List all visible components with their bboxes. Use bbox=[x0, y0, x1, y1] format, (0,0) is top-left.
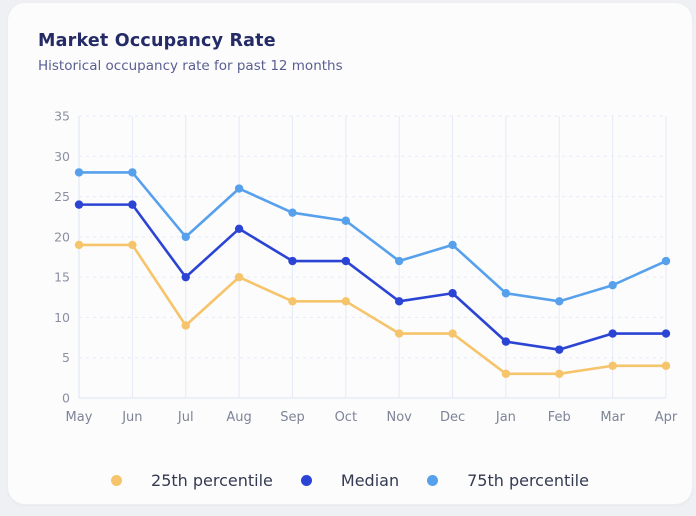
data-point-median-jun bbox=[128, 200, 137, 209]
data-point-median-dec bbox=[448, 289, 457, 298]
legend-dot-75th-percentile bbox=[427, 474, 439, 486]
y-axis-tick-label: 20 bbox=[54, 229, 70, 244]
legend-item-median[interactable]: Median bbox=[300, 470, 400, 490]
data-point-75th-percentile-aug bbox=[234, 184, 244, 193]
data-point-75th-percentile-jan bbox=[501, 289, 511, 298]
data-point-75th-percentile-sep bbox=[288, 208, 297, 217]
data-point-25th-percentile-jun bbox=[128, 240, 137, 250]
data-point-25th-percentile-jul bbox=[181, 321, 190, 330]
chart-title: Market Occupancy Rate bbox=[38, 31, 276, 51]
y-axis-tick-label: 35 bbox=[54, 109, 70, 124]
data-point-25th-percentile-dec bbox=[448, 329, 457, 338]
data-point-25th-percentile-aug bbox=[234, 272, 244, 282]
series-line-25th-percentile bbox=[77, 243, 668, 376]
x-axis-tick-label: Jul bbox=[177, 410, 194, 425]
data-point-median-aug bbox=[234, 224, 244, 233]
y-axis-tick-label: 10 bbox=[54, 310, 70, 325]
x-axis-tick-label: Aug bbox=[226, 410, 251, 425]
data-point-median-nov bbox=[394, 297, 404, 306]
series-line-median bbox=[77, 203, 668, 351]
data-point-25th-percentile-sep bbox=[288, 297, 297, 306]
legend-dot-25th-percentile bbox=[111, 474, 123, 486]
data-point-25th-percentile-mar bbox=[608, 361, 617, 370]
x-axis-tick-label: Apr bbox=[655, 410, 678, 425]
data-point-median-jan bbox=[501, 337, 511, 346]
data-point-75th-percentile-oct bbox=[341, 216, 351, 225]
data-point-75th-percentile-apr bbox=[661, 256, 671, 266]
data-point-75th-percentile-jun bbox=[128, 168, 137, 177]
data-point-median-oct bbox=[341, 256, 351, 266]
data-point-25th-percentile-apr bbox=[661, 361, 671, 370]
legend-dot-median bbox=[300, 474, 312, 486]
x-axis-tick-label: Dec bbox=[440, 410, 465, 425]
data-point-75th-percentile-jul bbox=[181, 232, 190, 242]
data-point-median-feb bbox=[555, 345, 564, 354]
x-axis-tick-label: Sep bbox=[280, 410, 305, 425]
data-point-75th-percentile-mar bbox=[608, 281, 617, 290]
x-axis-tick-label: Oct bbox=[335, 410, 357, 425]
card-header: Market Occupancy Rate Historical occupan… bbox=[38, 31, 343, 74]
market-occupancy-card: Market Occupancy Rate Historical occupan… bbox=[7, 2, 693, 505]
x-axis-tick-label: Jan bbox=[495, 410, 516, 425]
legend-item-75th-percentile[interactable]: 75th percentile bbox=[427, 471, 589, 490]
y-axis-tick-label: 5 bbox=[62, 350, 70, 365]
legend-label: Median bbox=[340, 470, 400, 490]
y-axis-tick-label: 0 bbox=[62, 391, 70, 406]
occupancy-line-chart: 0 5 10 15 20 25 30 35 May Jun Jul Aug Sep Oct Nov Dec Ja… bbox=[54, 109, 678, 426]
x-axis-tick-label: Nov bbox=[386, 410, 412, 425]
data-point-25th-percentile-oct bbox=[341, 297, 351, 306]
x-axis-tick-label: Jun bbox=[121, 410, 142, 425]
chart-legend: 25th percentile Median 75th percentile bbox=[8, 465, 692, 495]
data-point-75th-percentile-dec bbox=[448, 240, 457, 250]
data-point-median-jul bbox=[181, 272, 190, 282]
data-point-median-mar bbox=[608, 329, 617, 338]
data-point-75th-percentile-nov bbox=[394, 256, 404, 266]
data-point-25th-percentile-nov bbox=[394, 329, 404, 338]
data-point-median-may bbox=[74, 200, 84, 209]
y-axis-tick-label: 15 bbox=[54, 270, 70, 285]
legend-label: 25th percentile bbox=[151, 470, 273, 490]
data-point-25th-percentile-may bbox=[74, 240, 84, 250]
y-axis-tick-label: 30 bbox=[54, 149, 70, 164]
legend-label: 75th percentile bbox=[467, 470, 589, 490]
data-point-median-apr bbox=[661, 329, 671, 338]
data-point-75th-percentile-feb bbox=[555, 297, 564, 306]
x-axis-tick-label: May bbox=[66, 410, 93, 425]
data-point-25th-percentile-feb bbox=[555, 369, 564, 379]
data-point-25th-percentile-jan bbox=[501, 369, 511, 379]
x-axis-tick-label: Feb bbox=[548, 410, 571, 425]
y-axis-tick-label: 25 bbox=[54, 189, 70, 204]
legend-item-25th-percentile[interactable]: 25th percentile bbox=[111, 471, 273, 490]
data-point-75th-percentile-may bbox=[74, 168, 84, 177]
chart-subtitle: Historical occupancy rate for past 12 mo… bbox=[38, 58, 343, 74]
x-axis-tick-label: Mar bbox=[600, 410, 625, 425]
data-point-median-sep bbox=[288, 256, 297, 266]
series-line-75th-percentile bbox=[77, 171, 668, 303]
